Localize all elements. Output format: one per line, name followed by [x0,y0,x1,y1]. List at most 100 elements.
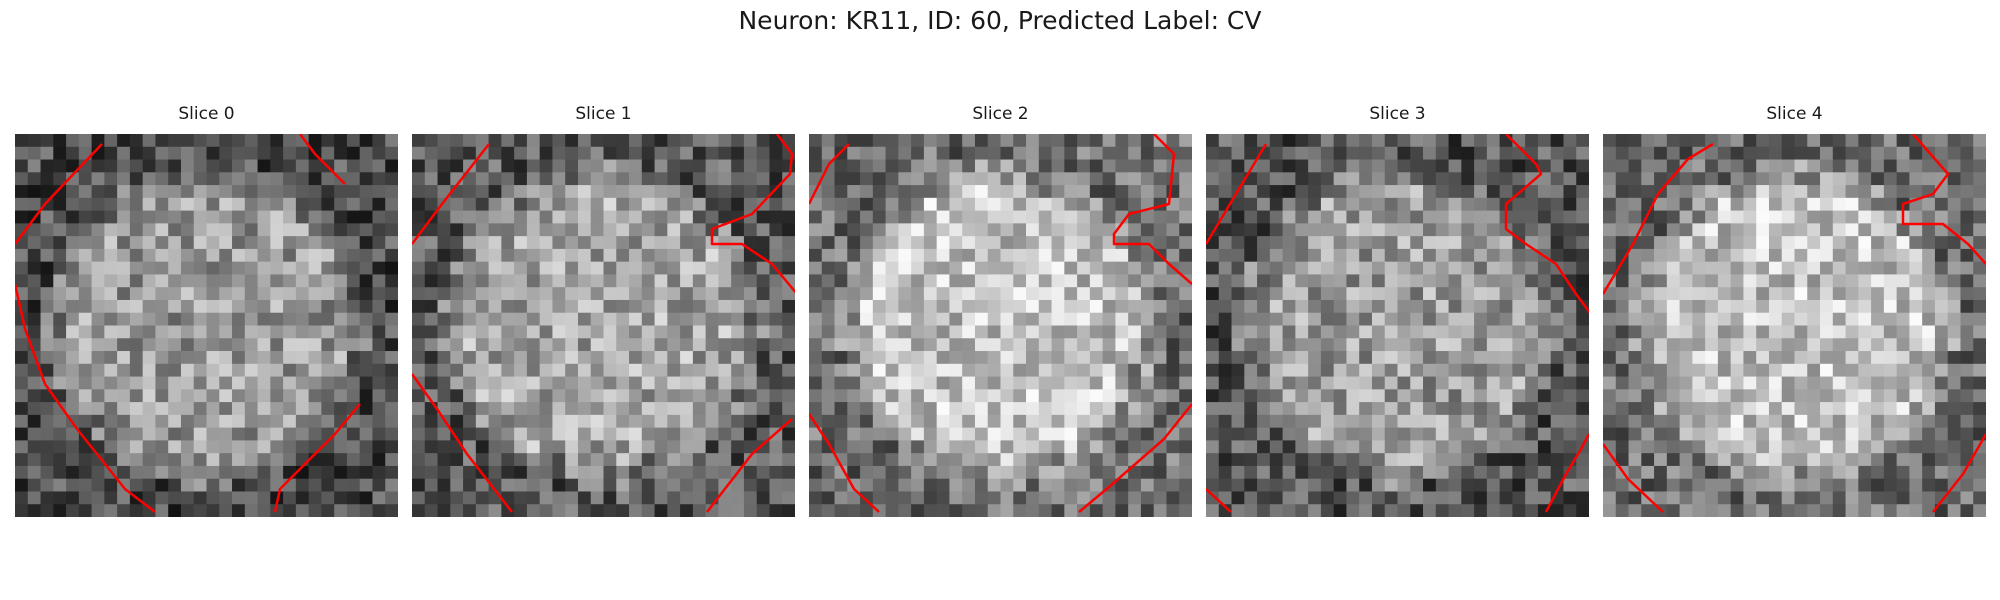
pixel [1283,402,1296,415]
pixel [1013,274,1026,287]
pixel [782,466,795,479]
pixel [718,185,731,198]
pixel [769,160,782,173]
pixel [655,466,668,479]
pixel [822,313,835,326]
pixel [1629,172,1642,185]
pixel [66,453,79,466]
pixel [1654,440,1667,453]
pixel [642,377,655,390]
pixel [1141,326,1154,339]
pixel [1973,326,1986,339]
pixel [847,428,860,441]
pixel [1077,377,1090,390]
pixel [92,491,105,504]
pixel [1756,274,1769,287]
pixel [782,262,795,275]
pixel [718,377,731,390]
pixel [1052,466,1065,479]
pixel [898,415,911,428]
pixel [924,262,937,275]
pixel [1641,134,1654,147]
pixel [1538,223,1551,236]
pixel [642,198,655,211]
pixel [283,377,296,390]
pixel [41,147,54,160]
pixel [1922,415,1935,428]
pixel [604,479,617,492]
pixel [1359,364,1372,377]
pixel [1858,440,1871,453]
pixel [1909,223,1922,236]
pixel [1219,389,1232,402]
pixel [1244,185,1257,198]
pixel [835,160,848,173]
pixel [1064,198,1077,211]
pixel [412,160,425,173]
pixel [1718,160,1731,173]
pixel [270,274,283,287]
pixel [1179,262,1192,275]
pixel [757,262,770,275]
pixel [219,313,232,326]
pixel [667,249,680,262]
pixel [1154,415,1167,428]
pixel [1743,377,1756,390]
pixel [680,491,693,504]
pixel [886,440,899,453]
pixel [706,172,719,185]
pixel [104,351,117,364]
pixel [53,453,66,466]
pixel [552,504,565,517]
pixel [629,262,642,275]
pixel [181,249,194,262]
pixel [1398,223,1411,236]
pixel [1846,466,1859,479]
pixel [1948,466,1961,479]
pixel [1064,351,1077,364]
pixel [1743,402,1756,415]
pixel [385,198,398,211]
pixel [1769,147,1782,160]
pixel [207,223,220,236]
pixel [540,198,553,211]
pixel [66,287,79,300]
pixel [1295,236,1308,249]
pixel [578,351,591,364]
pixel [181,300,194,313]
pixel [168,453,181,466]
pixel [1525,287,1538,300]
pixel [1257,479,1270,492]
pixel [769,326,782,339]
pixel [1973,466,1986,479]
pixel [207,160,220,173]
pixel [924,249,937,262]
pixel [680,415,693,428]
pixel [1705,313,1718,326]
pixel [501,351,514,364]
pixel [334,223,347,236]
pixel [591,428,604,441]
pixel [822,351,835,364]
pixel [372,364,385,377]
pixel [1551,504,1564,517]
pixel [1884,491,1897,504]
pixel [1897,440,1910,453]
pixel [835,223,848,236]
pixel [372,134,385,147]
pixel [28,287,41,300]
pixel [53,440,66,453]
pixel [207,428,220,441]
pixel [1128,274,1141,287]
pixel [1576,249,1589,262]
pixel [1884,249,1897,262]
pixel [1270,211,1283,224]
pixel [1321,249,1334,262]
pixel [1782,287,1795,300]
pixel [1385,428,1398,441]
pixel [28,479,41,492]
pixel [1629,313,1642,326]
pixel [1500,326,1513,339]
pixel [924,274,937,287]
pixel [1922,198,1935,211]
